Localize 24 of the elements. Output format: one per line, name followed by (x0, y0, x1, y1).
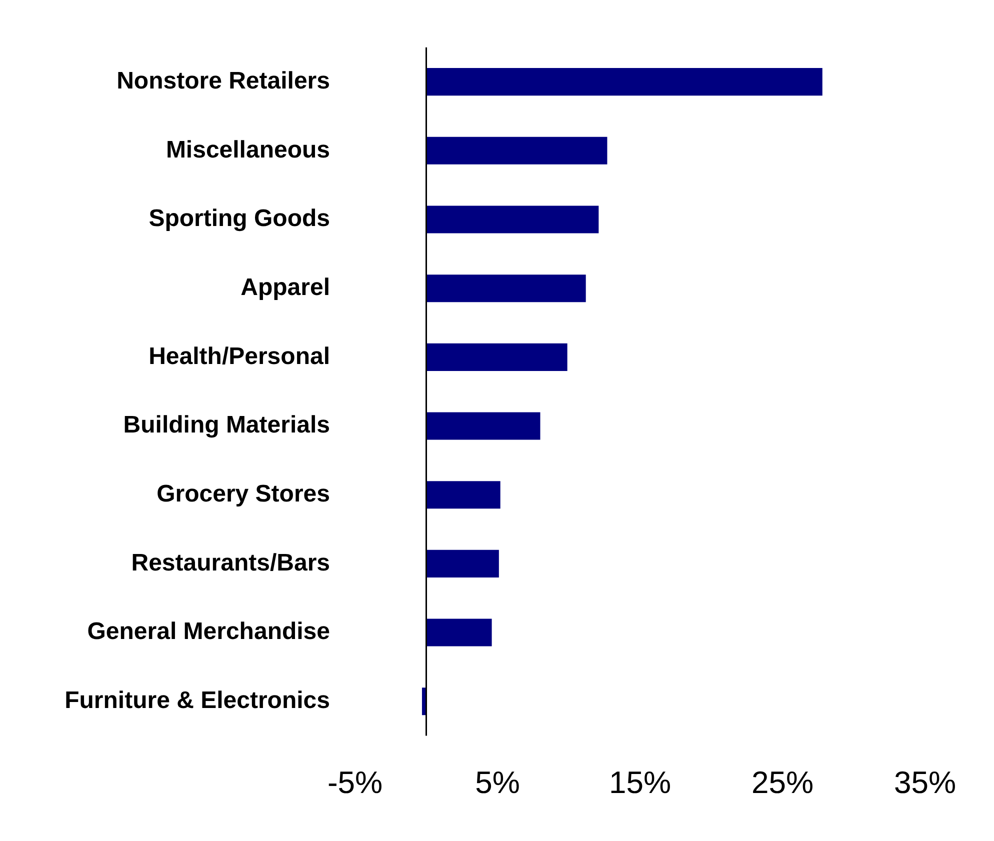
x-tick-label: 35% (894, 764, 956, 800)
y-tick-label: Restaurants/Bars (131, 549, 330, 576)
bar (426, 412, 540, 440)
y-tick-label: General Merchandise (87, 618, 330, 646)
y-tick-label: Grocery Stores (156, 480, 330, 508)
x-tick-label: 15% (608, 764, 672, 800)
y-tick-label: Health/Personal (148, 342, 330, 370)
y-tick-label: Building Materials (123, 412, 330, 439)
y-tick-label: Miscellaneous (166, 136, 330, 164)
bar (426, 136, 608, 164)
y-tick-label: Nonstore Retailers (116, 67, 330, 94)
bar (426, 274, 586, 302)
bar (426, 481, 500, 509)
bar (426, 550, 499, 578)
bar (426, 618, 492, 646)
bar (426, 206, 599, 234)
bar (426, 343, 568, 371)
x-tick-label: -5% (327, 764, 383, 800)
y-tick-label: Apparel (240, 274, 330, 301)
x-tick-label: 5% (475, 764, 520, 800)
bar (426, 68, 822, 96)
y-tick-label: Sporting Goods (148, 205, 330, 232)
y-tick-label: Furniture & Electronics (64, 687, 330, 714)
x-tick-label: 25% (751, 764, 814, 800)
